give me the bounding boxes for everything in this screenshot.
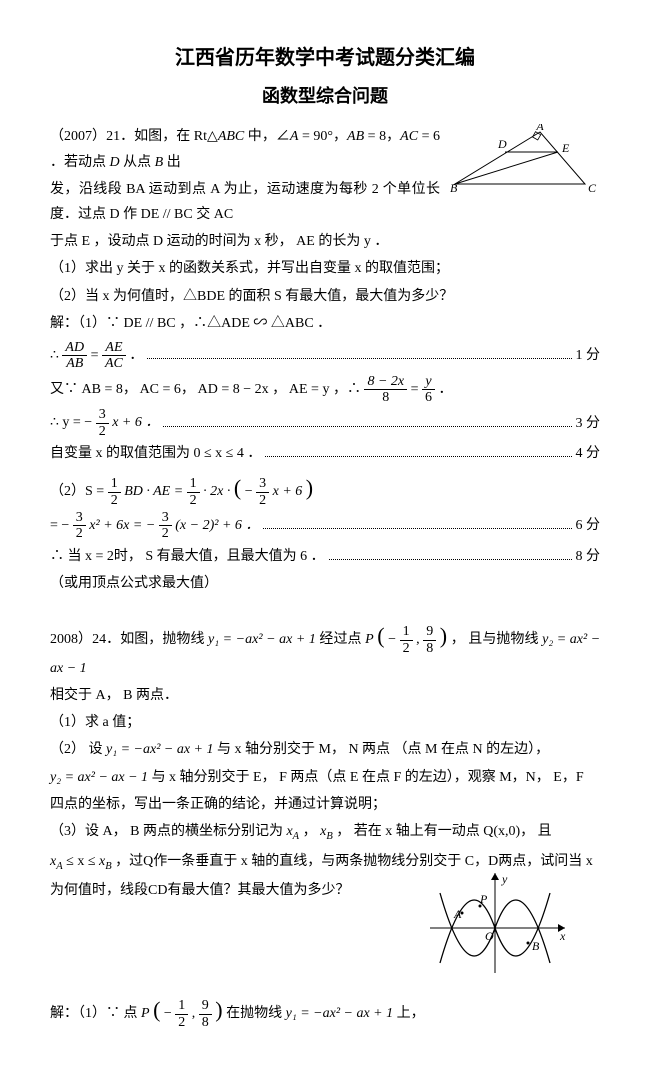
problem2-q3a: （3）设 A， B 两点的横坐标分别记为 xA ， xB ， 若在 x 轴上有一… bbox=[50, 819, 600, 847]
problem1-domain: 自变量 x 的取值范围为 0 ≤ x ≤ 4 ． 4 分 bbox=[50, 441, 600, 466]
problem1-expand: = − 32 x² + 6x = − 32 (x − 2)² + 6 ． 6 分 bbox=[50, 510, 600, 542]
problem2-q1: （1）求 a 值； bbox=[50, 710, 600, 735]
problem2-header: 2008）24．如图，抛物线 y₁ = −ax² − ax + 1 经过点 P … bbox=[50, 616, 600, 681]
problem1-ratio: ∴ ADAB = AEAC ． 1 分 bbox=[50, 340, 600, 372]
problem1-also: 又∵ AB = 8， AC = 6， AD = 8 − 2x ， AE = y … bbox=[50, 374, 600, 406]
problem1-part2: （2）S = 12 BD · AE = 12 · 2x · ( − 32 x +… bbox=[50, 468, 600, 508]
problem1-conclusion: ∴ 当 x = 2时， S 有最大值，且最大值为 6 ． 8 分 bbox=[50, 544, 600, 569]
svg-text:O: O bbox=[485, 929, 494, 943]
svg-text:A: A bbox=[535, 124, 544, 133]
sine-diagram: y x O A P B bbox=[420, 868, 570, 978]
page-title: 江西省历年数学中考试题分类汇编 bbox=[50, 40, 600, 76]
svg-text:B: B bbox=[450, 181, 458, 195]
problem2-q2b: y₂ = ax² − ax − 1 与 x 轴分别交于 E， F 两点（点 E … bbox=[50, 765, 600, 790]
svg-text:P: P bbox=[479, 892, 488, 906]
problem2-q2c: 四点的坐标，写出一条正确的结论，并通过计算说明； bbox=[50, 792, 600, 817]
svg-text:B: B bbox=[532, 939, 540, 953]
problem1-note: （或用顶点公式求最大值） bbox=[50, 571, 600, 596]
problem2-q3b: xA ≤ x ≤ xB ，过Q作一条垂直于 x 轴的直线，与两条抛物线分别交于 … bbox=[50, 849, 600, 877]
svg-text:E: E bbox=[561, 141, 570, 155]
problem2-q2a: （2） 设 y₁ = −ax² − ax + 1 与 x 轴分别交于 M， N … bbox=[50, 737, 600, 762]
problem1-sol1: 解：（1）∵ DE // BC ，∴△ADE ∽ △ABC ． bbox=[50, 311, 600, 336]
svg-text:C: C bbox=[588, 181, 597, 195]
svg-text:x: x bbox=[559, 929, 566, 943]
problem1-line3: 于点 E ，设动点 D 运动的时间为 x 秒， AE 的长为 y ． bbox=[50, 229, 600, 254]
page-subtitle: 函数型综合问题 bbox=[50, 80, 600, 112]
svg-text:D: D bbox=[497, 137, 507, 151]
problem2-line2: 相交于 A， B 两点． bbox=[50, 683, 600, 708]
triangle-diagram: A B C D E bbox=[450, 124, 600, 199]
problem1-q1: （1）求出 y 关于 x 的函数关系式，并写出自变量 x 的取值范围； bbox=[50, 256, 600, 281]
problem1-yeq: ∴ y = − 32 x + 6 ． 3 分 bbox=[50, 407, 600, 439]
svg-text:A: A bbox=[453, 907, 462, 921]
problem2-sol: 解：（1）∵ 点 P ( − 12 , 98 ) 在抛物线 y₁ = −ax² … bbox=[50, 990, 600, 1030]
problem1-q2: （2）当 x 为何值时，△BDE 的面积 S 有最大值，最大值为多少？ bbox=[50, 284, 600, 309]
